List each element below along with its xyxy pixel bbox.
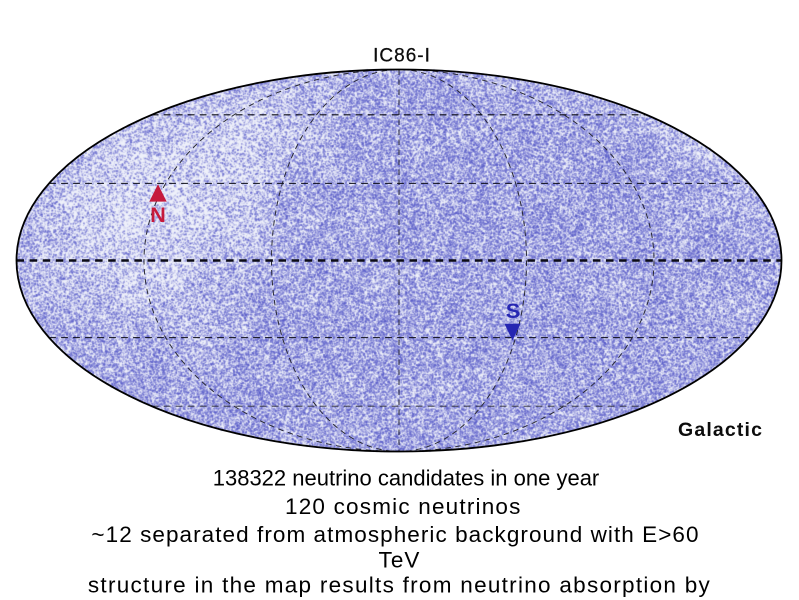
svg-text:138322 neutrino candidates in: 138322 neutrino candidates in one year [213,466,600,491]
svg-text:120 cosmic neutrinos: 120 cosmic neutrinos [285,494,522,519]
svg-text:N: N [150,203,166,227]
svg-text:~12 separated from atmospheric: ~12 separated from atmospheric backgroun… [91,522,699,547]
svg-text:S: S [506,299,520,323]
svg-text:structure in the map results f: structure in the map results from neutri… [88,573,711,598]
svg-text:TeV: TeV [379,548,421,573]
svg-text:Galactic: Galactic [678,419,763,441]
svg-text:IC86-I: IC86-I [373,46,431,67]
